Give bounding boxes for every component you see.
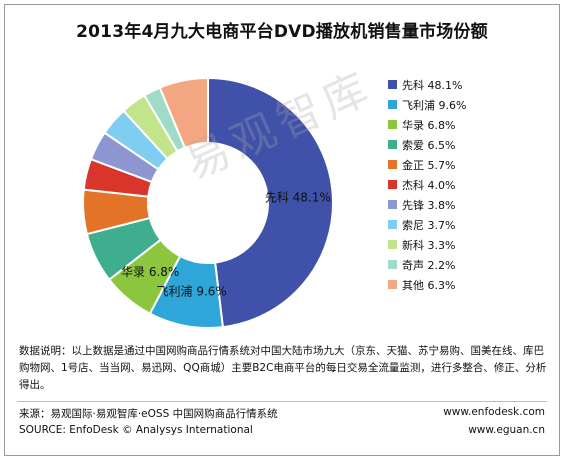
legend-label-4: 金正 5.7% (402, 158, 455, 172)
source-cn: 来源：易观国际·易观智库·eOSS 中国网购商品行情系统 (19, 408, 278, 420)
legend-swatch-9 (388, 260, 397, 269)
legend-swatch-0 (388, 80, 397, 89)
data-label-1: 飞利浦 9.6% (157, 285, 227, 299)
legend-label-9: 奇声 2.2% (402, 258, 455, 272)
legend-swatch-4 (388, 160, 397, 169)
legend-swatch-8 (388, 240, 397, 249)
legend-swatch-6 (388, 200, 397, 209)
legend-swatch-3 (388, 140, 397, 149)
legend-label-2: 华录 6.8% (402, 118, 455, 132)
source-en: SOURCE: EnfoDesk © Analysys Internationa… (19, 424, 253, 436)
data-labels-group: 先科 48.1% 飞利浦 9.6% 华录 6.8% (121, 191, 331, 299)
data-note: 数据说明：以上数据是通过中国网购商品行情系统对中国大陆市场九大（京东、天猫、苏宁… (19, 345, 547, 391)
chart-frame: 2013年4月九大电商平台DVD播放机销售量市场份额 先科 48.1% 飞利浦 9… (4, 4, 560, 456)
data-label-0: 先科 48.1% (265, 191, 331, 205)
slice-10 (158, 76, 209, 149)
legend-label-0: 先科 48.1% (402, 78, 462, 92)
footer-divider (17, 401, 547, 402)
legend-swatch-7 (388, 220, 397, 229)
chart-title: 2013年4月九大电商平台DVD播放机销售量市场份额 (76, 22, 488, 42)
legend-swatch-2 (388, 120, 397, 129)
legend-swatch-1 (388, 100, 397, 109)
slices-group (82, 76, 334, 329)
slice-0 (207, 76, 334, 329)
legend-label-8: 新科 3.3% (402, 238, 455, 252)
legend-label-6: 先锋 3.8% (402, 199, 455, 212)
donut-chart: 先科 48.1% 飞利浦 9.6% 华录 6.8% 先科 48.1% 飞利浦 9.6%… (82, 76, 466, 329)
legend: 先科 48.1% 飞利浦 9.6% 华录 6.8% 索爱 6.5% 金正 5.7% 杰科 … (388, 78, 466, 292)
url-enfodesk: www.enfodesk.com (443, 406, 545, 418)
legend-swatch-10 (388, 280, 397, 289)
legend-label-1: 飞利浦 9.6% (402, 99, 466, 112)
url-eguan: www.eguan.cn (468, 424, 545, 436)
legend-label-5: 杰科 4.0% (402, 178, 455, 192)
data-label-2: 华录 6.8% (121, 265, 179, 279)
legend-swatch-5 (388, 180, 397, 189)
legend-label-10: 其他 6.3% (402, 279, 455, 292)
legend-label-3: 索爱 6.5% (402, 138, 455, 152)
legend-label-7: 索尼 3.7% (402, 218, 455, 232)
